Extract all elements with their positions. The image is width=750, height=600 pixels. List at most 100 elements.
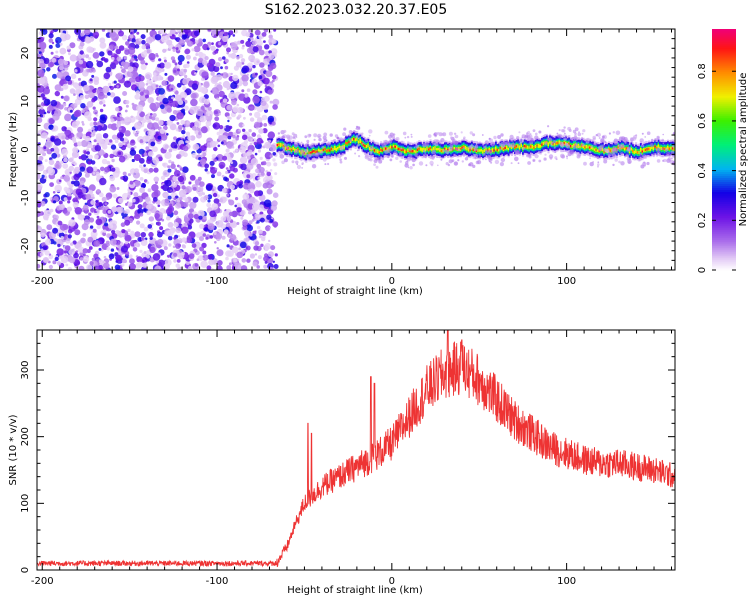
noise-speckle	[247, 182, 256, 190]
signal-halo	[453, 132, 457, 135]
noise-speckle	[157, 238, 164, 245]
colorbar-cell	[712, 77, 736, 80]
noise-speckle	[72, 201, 79, 208]
noise-speckle	[220, 73, 224, 76]
signal-halo	[585, 139, 590, 144]
noise-speckle	[103, 72, 111, 80]
noise-speckle	[38, 36, 45, 43]
noise-speckle	[60, 95, 64, 99]
colorbar-cell	[712, 257, 736, 261]
noise-speckle	[268, 34, 273, 39]
colorbar-cell	[712, 217, 736, 221]
noise-speckle	[249, 142, 253, 146]
colorbar-cell	[712, 139, 736, 142]
signal-halo	[529, 152, 532, 155]
noise-speckle	[99, 108, 104, 113]
noise-speckle	[214, 141, 219, 145]
noise-speckle	[44, 239, 52, 246]
noise-speckle	[68, 256, 76, 264]
signal-halo	[639, 153, 643, 156]
noise-speckle	[225, 167, 229, 170]
noise-speckle	[63, 250, 68, 254]
signal-cell	[518, 145, 521, 150]
signal-halo	[485, 158, 487, 161]
noise-speckle	[87, 236, 94, 243]
noise-speckle	[103, 255, 107, 259]
signal-halo	[519, 139, 524, 144]
noise-speckle	[74, 103, 78, 106]
signal-halo	[641, 132, 644, 135]
colorbar-cell	[712, 111, 736, 114]
noise-speckle	[166, 119, 173, 126]
noise-speckle	[78, 59, 84, 65]
noise-speckle	[246, 224, 253, 232]
signal-peak-cell	[410, 150, 414, 153]
noise-speckle	[70, 242, 74, 246]
noise-speckle	[113, 166, 120, 174]
signal-cell	[528, 146, 531, 149]
signal-halo	[418, 161, 424, 166]
signal-halo	[282, 149, 286, 153]
noise-speckle	[178, 165, 182, 169]
noise-speckle	[104, 202, 108, 206]
noise-speckle	[44, 250, 50, 256]
noise-speckle	[89, 122, 94, 127]
signal-halo	[500, 157, 506, 163]
noise-speckle	[258, 235, 262, 239]
noise-speckle	[123, 80, 132, 88]
signal-halo	[664, 148, 669, 152]
signal-halo	[564, 132, 566, 135]
signal-cell	[585, 145, 588, 149]
noise-speckle	[153, 167, 159, 173]
colorbar-cell	[712, 235, 736, 239]
noise-speckle	[199, 236, 204, 242]
noise-speckle	[100, 166, 105, 172]
signal-halo	[457, 159, 460, 162]
signal-halo	[451, 159, 455, 163]
signal-cell	[526, 145, 529, 149]
signal-halo	[488, 160, 491, 162]
signal-halo	[544, 142, 548, 146]
noise-speckle	[37, 263, 41, 269]
signal-halo	[313, 138, 316, 141]
noise-speckle	[118, 151, 122, 155]
signal-halo	[635, 134, 638, 137]
noise-speckle	[210, 76, 218, 85]
noise-speckle	[242, 128, 246, 132]
noise-speckle	[265, 170, 269, 173]
signal-halo	[427, 134, 432, 138]
signal-halo	[294, 149, 299, 154]
noise-speckle	[109, 31, 117, 39]
signal-peak-cell	[461, 146, 465, 149]
noise-speckle	[90, 200, 96, 205]
colorbar-cell	[712, 177, 736, 181]
noise-speckle	[50, 99, 58, 107]
signal-peak-cell	[346, 142, 350, 145]
noise-speckle	[136, 220, 141, 225]
noise-speckle	[93, 253, 99, 259]
signal-halo	[627, 159, 632, 164]
signal-halo	[521, 134, 526, 139]
noise-speckle	[217, 224, 221, 228]
noise-speckle	[249, 253, 255, 259]
noise-speckle	[210, 71, 215, 76]
noise-speckle	[79, 95, 85, 100]
noise-speckle	[99, 100, 103, 105]
noise-speckle	[204, 194, 209, 200]
noise-speckle	[92, 228, 97, 233]
noise-speckle	[216, 171, 222, 177]
signal-halo	[552, 140, 557, 144]
noise-speckle	[124, 49, 130, 55]
signal-halo	[411, 157, 417, 163]
signal-halo	[472, 133, 476, 137]
signal-halo	[364, 155, 369, 160]
signal-halo	[380, 143, 383, 146]
noise-speckle	[158, 87, 166, 95]
noise-speckle	[166, 107, 172, 113]
signal-peak-cell	[608, 148, 611, 151]
signal-peak-cell	[394, 145, 398, 148]
noise-speckle	[69, 88, 76, 94]
noise-speckle	[140, 51, 148, 58]
noise-speckle	[199, 246, 205, 252]
colorbar-cell	[712, 117, 736, 120]
